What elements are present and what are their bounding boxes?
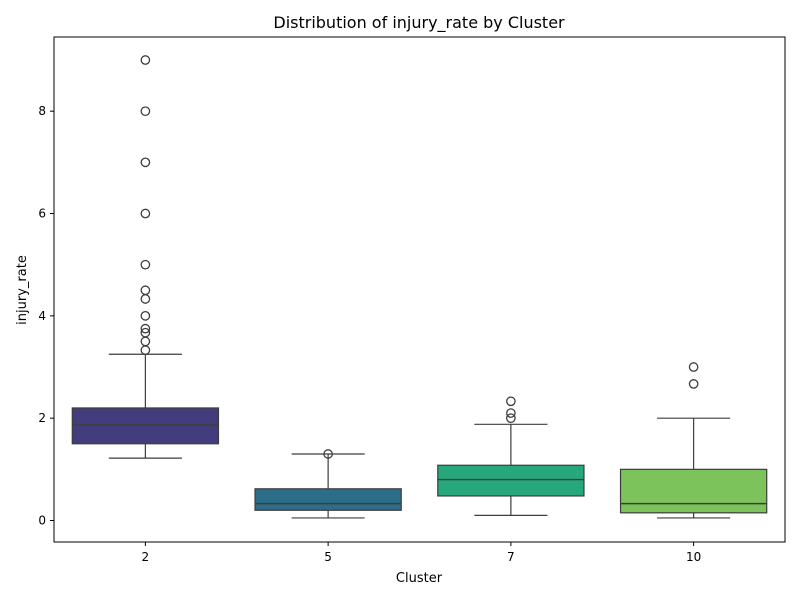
x-tick-label: 2 [142,550,150,564]
y-tick-label: 4 [38,309,46,323]
x-axis-label: Cluster [396,571,443,586]
y-tick-label: 6 [38,207,46,221]
outlier-point [140,294,151,304]
box-cluster-2 [71,55,220,459]
x-tick-label: 10 [686,550,701,564]
iqr-box [437,464,585,497]
plot-area [53,36,786,543]
x-tick-label: 5 [324,550,332,564]
box-cluster-7 [437,396,585,516]
outlier-point [140,285,151,296]
outlier-point [506,413,516,424]
y-axis: 0 2 4 6 8 [38,104,54,528]
outlier-point [140,259,151,270]
outlier-point [140,336,151,347]
box-cluster-10 [619,362,768,519]
box-cluster-5 [254,449,402,519]
outlier-point [140,55,151,65]
chart-title: Distribution of injury_rate by Cluster [273,13,565,33]
iqr-box [619,468,768,514]
outlier-point [323,449,333,459]
x-tick-label: 7 [507,550,515,564]
outlier-point [688,362,699,372]
outlier-point [140,208,151,219]
outlier-point [506,396,516,407]
outlier-point [140,327,151,338]
iqr-box [254,488,402,511]
outlier-point [506,408,516,418]
x-axis: 2 5 7 10 [142,542,701,564]
outlier-point [140,311,151,321]
boxes [71,55,768,519]
y-tick-label: 8 [38,104,46,118]
outlier-point [140,323,151,334]
iqr-box [71,407,220,445]
outlier-point [140,106,151,117]
outlier-point [140,345,151,355]
outlier-point [688,379,699,389]
y-tick-label: 2 [38,411,46,425]
outlier-point [140,157,151,168]
y-axis-label: injury_rate [15,255,30,325]
y-tick-label: 0 [38,514,46,528]
